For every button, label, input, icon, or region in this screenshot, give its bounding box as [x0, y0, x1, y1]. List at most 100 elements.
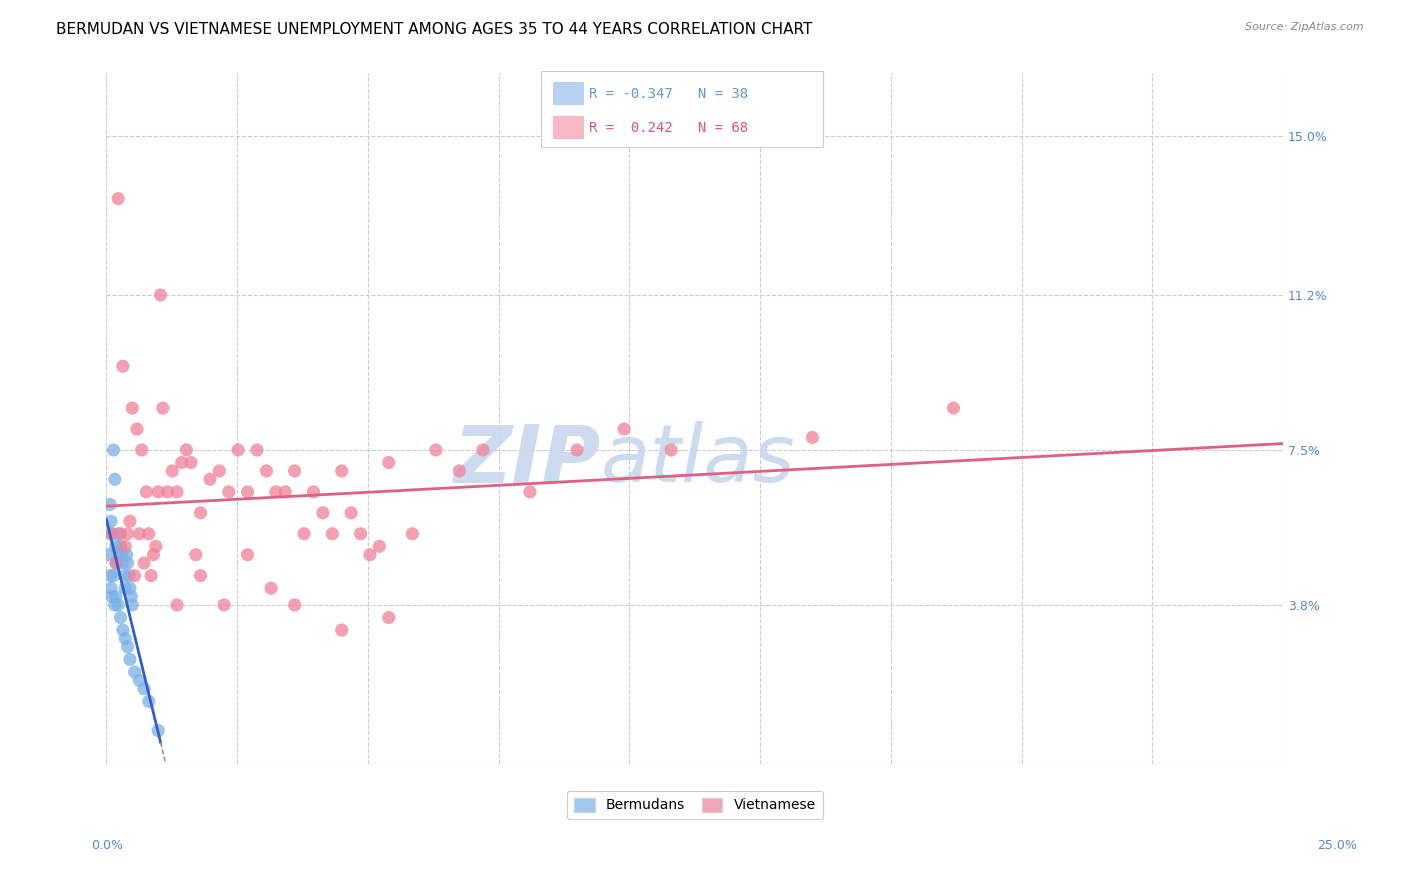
Point [114, 632, 136, 646]
Point [166, 598, 188, 612]
Point [236, 484, 259, 499]
Point [118, 568, 141, 582]
Point [260, 581, 283, 595]
Point [146, 723, 169, 738]
Point [942, 401, 965, 416]
Text: atlas: atlas [600, 421, 796, 499]
Point [100, 514, 122, 528]
Point [184, 548, 207, 562]
Point [378, 456, 401, 470]
Point [190, 506, 212, 520]
Point [146, 484, 169, 499]
Point [121, 598, 143, 612]
Text: 0.0%: 0.0% [91, 838, 124, 852]
Point [98, 568, 121, 582]
Point [142, 548, 165, 562]
Point [330, 623, 353, 637]
Point [110, 526, 132, 541]
Point [139, 568, 162, 582]
Point [359, 548, 381, 562]
Point [112, 568, 135, 582]
Point [162, 464, 184, 478]
Point [449, 464, 471, 478]
Point [218, 484, 240, 499]
Point [226, 442, 249, 457]
Point [519, 484, 541, 499]
Point [132, 556, 155, 570]
Point [801, 430, 824, 444]
Point [107, 526, 129, 541]
Point [118, 514, 141, 528]
Point [274, 484, 297, 499]
Point [152, 401, 174, 416]
Text: R = -0.347   N = 38: R = -0.347 N = 38 [589, 87, 748, 101]
Point [117, 556, 139, 570]
Point [103, 442, 125, 457]
Point [170, 456, 193, 470]
Point [254, 464, 277, 478]
Point [312, 506, 335, 520]
Point [284, 598, 307, 612]
Point [114, 581, 136, 595]
Point [110, 539, 132, 553]
Point [108, 548, 131, 562]
Point [118, 581, 141, 595]
Text: ZIP: ZIP [453, 421, 600, 499]
Point [212, 598, 235, 612]
Point [100, 581, 122, 595]
Point [117, 640, 139, 654]
Point [378, 610, 401, 624]
Point [156, 484, 179, 499]
Text: 25.0%: 25.0% [1317, 838, 1357, 852]
Point [368, 539, 391, 553]
Point [117, 526, 139, 541]
Point [349, 526, 371, 541]
Point [103, 568, 125, 582]
Point [101, 526, 124, 541]
Legend: Bermudans, Vietnamese: Bermudans, Vietnamese [567, 790, 823, 820]
Point [149, 288, 172, 302]
Point [111, 548, 134, 562]
Point [111, 359, 134, 374]
Point [264, 484, 287, 499]
Point [124, 568, 146, 582]
Point [124, 665, 146, 679]
Point [198, 472, 221, 486]
Point [120, 590, 142, 604]
Point [471, 442, 494, 457]
Point [107, 598, 129, 612]
Point [125, 422, 148, 436]
Point [107, 192, 129, 206]
Point [659, 442, 682, 457]
Point [176, 442, 198, 457]
Point [104, 590, 127, 604]
Point [105, 556, 128, 570]
Point [138, 526, 160, 541]
Point [128, 526, 150, 541]
Point [302, 484, 325, 499]
Point [284, 464, 307, 478]
Point [330, 464, 353, 478]
Point [246, 442, 269, 457]
Point [208, 464, 231, 478]
Text: R =  0.242   N = 68: R = 0.242 N = 68 [589, 120, 748, 135]
Point [101, 590, 124, 604]
Text: BERMUDAN VS VIETNAMESE UNEMPLOYMENT AMONG AGES 35 TO 44 YEARS CORRELATION CHART: BERMUDAN VS VIETNAMESE UNEMPLOYMENT AMON… [56, 22, 813, 37]
Point [128, 673, 150, 688]
Point [292, 526, 315, 541]
Point [100, 526, 122, 541]
Point [98, 498, 121, 512]
Point [111, 556, 134, 570]
Point [135, 484, 157, 499]
Point [132, 681, 155, 696]
Point [97, 548, 120, 562]
Point [104, 556, 127, 570]
Point [166, 484, 188, 499]
Text: Source: ZipAtlas.com: Source: ZipAtlas.com [1246, 22, 1364, 32]
Point [110, 610, 132, 624]
Point [104, 598, 127, 612]
Point [104, 472, 127, 486]
Point [145, 539, 167, 553]
Point [190, 568, 212, 582]
Point [114, 539, 136, 553]
